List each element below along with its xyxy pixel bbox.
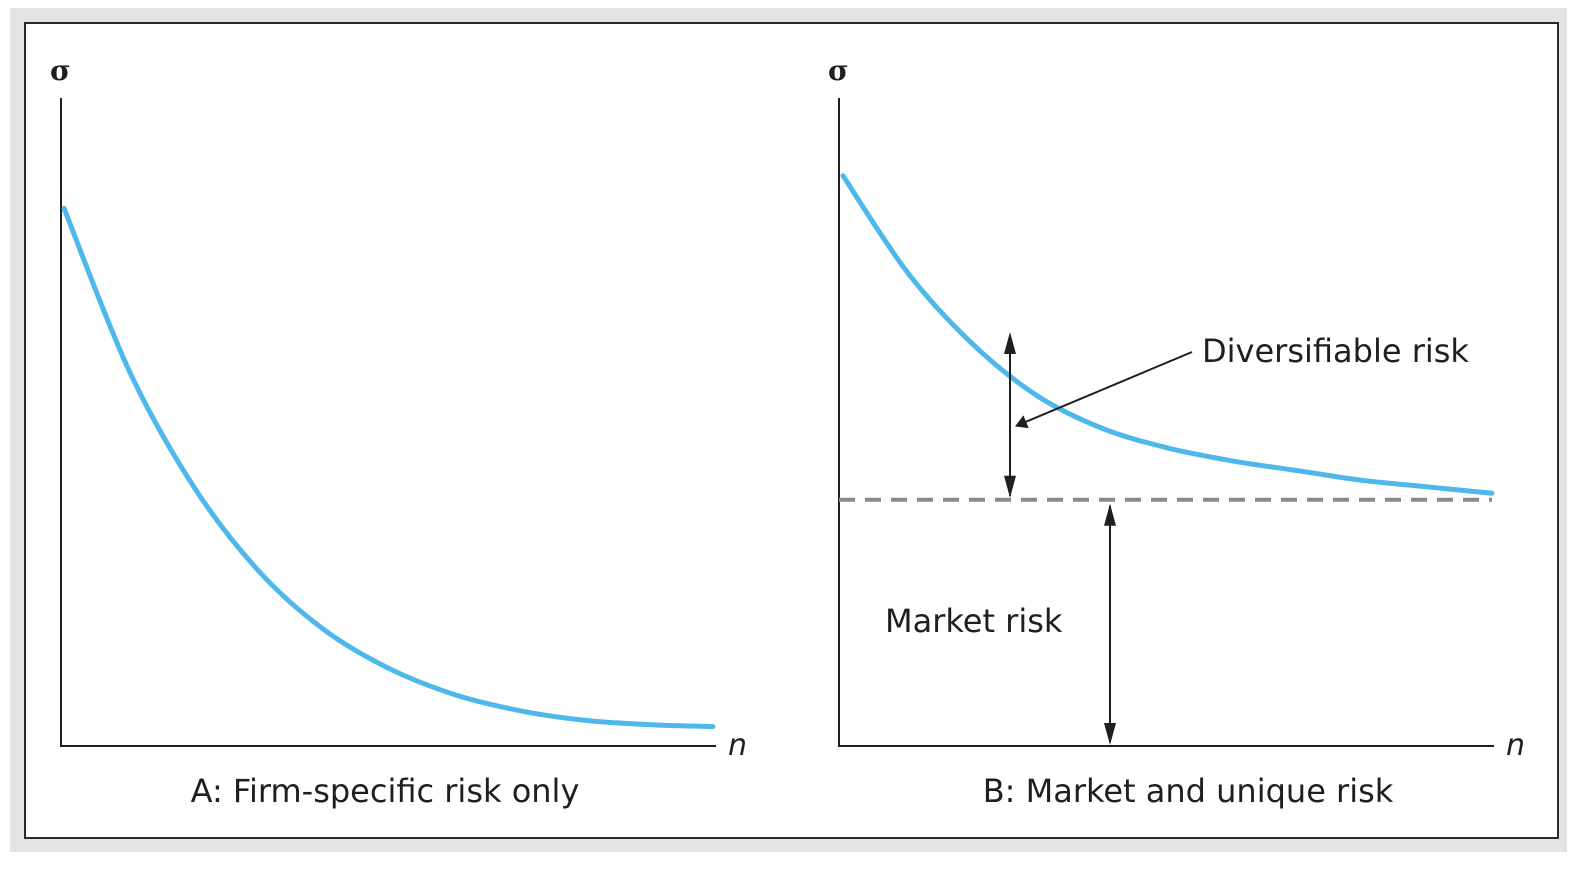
panel-a-risk-curve <box>61 205 716 730</box>
diversifiable-arrow-head-bottom <box>1004 475 1016 498</box>
diversifiable-arrow-head-top <box>1004 332 1016 354</box>
panel-b-risk-curve <box>840 173 1495 496</box>
figure-panel <box>24 22 1559 839</box>
panel-b-x-label: n <box>1506 728 1525 763</box>
panel-a-x-label: n <box>728 728 747 763</box>
market-arrow-head-bottom <box>1104 723 1116 745</box>
panel-b: σ n Diversifiable risk Market risk B: Ma… <box>828 54 1525 810</box>
panel-b-y-label: σ <box>828 54 849 87</box>
market-arrow-head-top <box>1104 503 1116 526</box>
panel-a: σ n A: Firm-specific risk only <box>50 54 747 810</box>
diversifiable-pointer-arrow <box>1015 351 1193 429</box>
panel-a-y-label: σ <box>50 54 71 87</box>
panel-a-caption: A: Firm-specific risk only <box>191 772 580 810</box>
diversifiable-risk-label: Diversifiable risk <box>1202 332 1469 370</box>
panel-b-caption: B: Market and unique risk <box>983 772 1394 810</box>
market-risk-label: Market risk <box>885 602 1063 640</box>
